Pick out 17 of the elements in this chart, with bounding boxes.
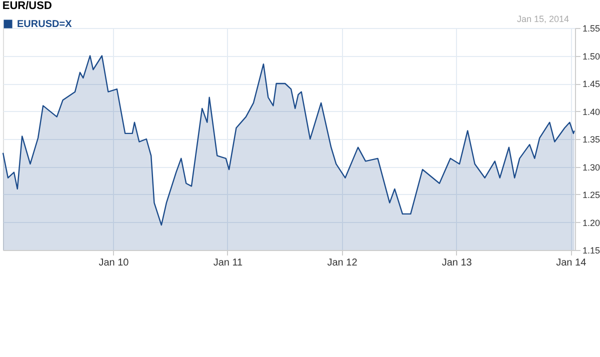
x-tick-label: Jan 10 [98,258,130,268]
x-tick-label: Jan 14 [556,258,587,268]
y-tick-label: 1.20 [582,218,600,228]
y-tick-label: 1.40 [582,106,600,117]
y-tick-label: 1.35 [582,134,600,144]
x-tick-label: Jan 12 [327,258,358,268]
x-tick-label: Jan 13 [442,258,472,268]
y-tick-label: 1.25 [582,190,600,200]
x-tick-label: Jan 11 [213,258,244,268]
y-tick-label: 1.15 [582,246,600,256]
y-tick-label: 1.50 [582,51,600,62]
y-tick-label: 1.45 [582,79,600,89]
legend-label: EURUSD=X [17,19,72,30]
text: Jan 15, 2014 [516,14,569,24]
y-tick-label: 1.30 [582,162,600,172]
chart-title: EUR/USD [2,0,52,12]
y-tick-label: 1.55 [582,24,600,34]
